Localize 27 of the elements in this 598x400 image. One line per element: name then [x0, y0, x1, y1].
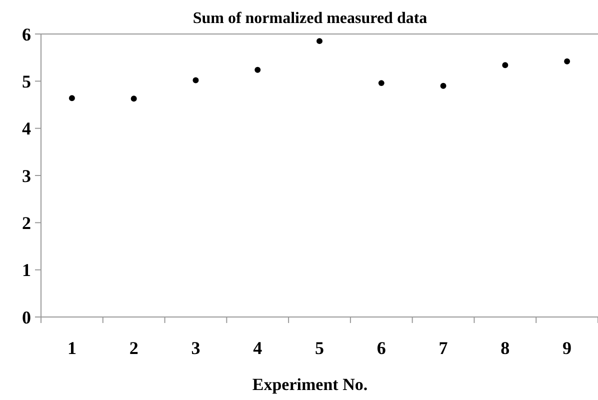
point: [68, 95, 75, 102]
x-tick-label: 2: [129, 338, 138, 358]
y-tick-label: 1: [22, 260, 31, 280]
y-tick-label: 5: [22, 71, 31, 92]
point: [440, 82, 446, 89]
x-axis-title: Experiment No.: [252, 375, 368, 394]
x-tick-label: 4: [253, 338, 262, 358]
x-tick-label: 3: [191, 338, 200, 358]
x-tick-label: 1: [67, 338, 76, 358]
y-tick-label: 3: [22, 166, 31, 186]
point: [564, 58, 570, 64]
x-tick-label: 5: [315, 338, 324, 358]
x-tick-label: 9: [562, 338, 572, 358]
point: [254, 66, 261, 73]
x-tick-label: 6: [376, 338, 386, 358]
x-tick-label: 8: [500, 338, 510, 358]
y-tick-label: 4: [22, 118, 31, 139]
point: [316, 38, 322, 44]
x-tick-label: 7: [438, 338, 448, 358]
point: [378, 80, 384, 86]
y-tick-label: 6: [22, 24, 31, 44]
chart-title: Sum of normalized measured data: [192, 10, 428, 27]
point: [192, 77, 199, 84]
y-tick-label: 2: [22, 212, 31, 233]
point: [130, 96, 137, 102]
point: [502, 62, 508, 68]
y-tick-label: 0: [22, 307, 31, 328]
